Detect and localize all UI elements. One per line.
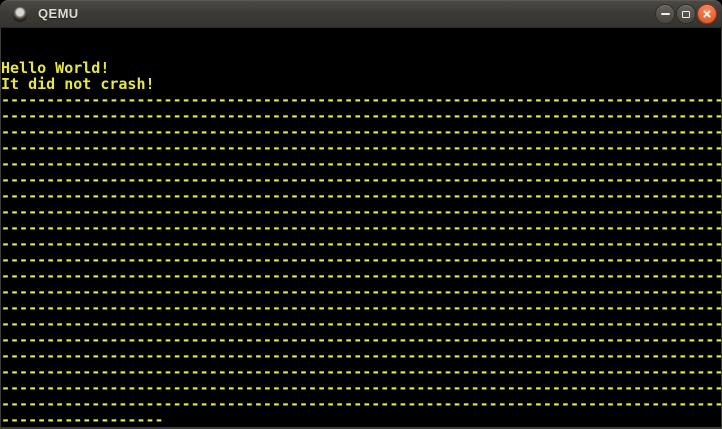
terminal-line (1, 44, 721, 60)
maximize-button[interactable] (676, 4, 696, 24)
terminal-line: ----------------------------------------… (1, 267, 721, 285)
terminal-line: ----------------------------------------… (1, 219, 721, 237)
close-button[interactable] (697, 4, 717, 24)
window-orb-icon (13, 7, 27, 21)
terminal-line: ------------------ (1, 411, 164, 427)
terminal-line (1, 28, 721, 44)
vga-screen[interactable]: Hello World! It did not crash! -----------… (1, 28, 721, 427)
window-title: QEMU (38, 6, 79, 21)
terminal-line: ----------------------------------------… (1, 251, 721, 269)
terminal-line: ----------------------------------------… (1, 347, 721, 365)
terminal-line: ----------------------------------------… (1, 299, 721, 317)
minimize-button[interactable] (655, 4, 675, 24)
terminal-line: ----------------------------------------… (1, 123, 721, 141)
terminal-line: ----------------------------------------… (1, 203, 721, 221)
terminal-line: ----------------------------------------… (1, 171, 721, 189)
titlebar[interactable]: QEMU (0, 0, 722, 28)
terminal-line: ----------------------------------------… (1, 315, 721, 333)
maximize-icon (682, 10, 690, 18)
close-icon (703, 10, 711, 18)
terminal-line: ----------------------------------------… (1, 91, 721, 109)
terminal-line: ----------------------------------------… (1, 283, 721, 301)
terminal-line: ----------------------------------------… (1, 155, 721, 173)
window-controls (655, 4, 717, 24)
terminal-line: ----------------------------------------… (1, 139, 721, 157)
terminal-line: ----------------------------------------… (1, 363, 721, 381)
terminal-line: ----------------------------------------… (1, 235, 721, 253)
terminal-line: ----------------------------------------… (1, 187, 721, 205)
terminal-line: Hello World! (1, 59, 110, 77)
terminal-line: ----------------------------------------… (1, 107, 721, 125)
terminal-line: It did not crash! (1, 75, 155, 93)
terminal-line: ----------------------------------------… (1, 331, 721, 349)
minimize-icon (660, 13, 670, 15)
terminal-line: ----------------------------------------… (1, 395, 721, 413)
terminal-line: ----------------------------------------… (1, 379, 721, 397)
